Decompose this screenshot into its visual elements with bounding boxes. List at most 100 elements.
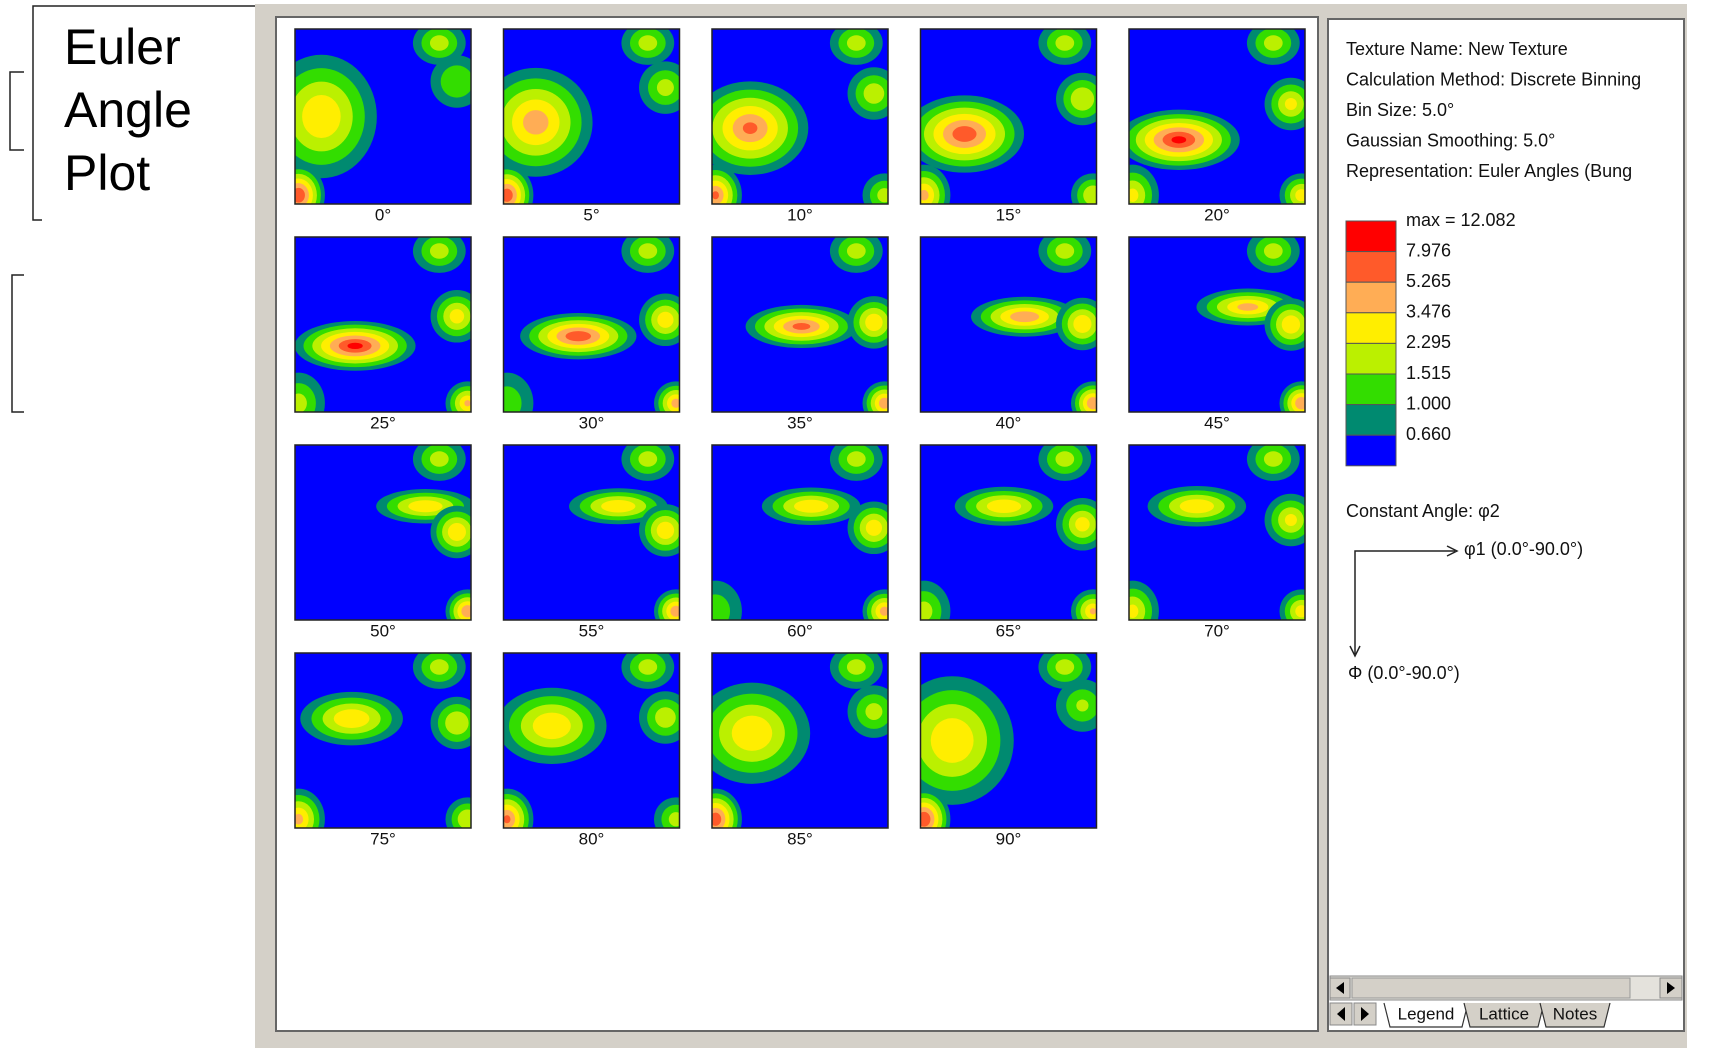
- plot-label: 5°: [583, 205, 599, 224]
- x-axis-label: φ1 (0.0°-90.0°): [1464, 539, 1583, 559]
- tab[interactable]: [1383, 1002, 1469, 1028]
- pole-figure: 30°: [502, 236, 681, 432]
- contour: [792, 323, 811, 330]
- pole-figure: 60°: [711, 444, 889, 640]
- legend-label: 0.660: [1406, 424, 1451, 444]
- frame: [294, 236, 472, 413]
- legend-label: max = 12.082: [1406, 210, 1516, 230]
- contour: [794, 499, 829, 513]
- plot-label: 60°: [787, 621, 813, 640]
- contour: [930, 718, 974, 763]
- contours: [503, 445, 680, 620]
- contour: [846, 35, 866, 51]
- frame: [502, 444, 681, 621]
- contour: [565, 331, 592, 342]
- contour: [952, 126, 977, 142]
- contour: [503, 815, 511, 824]
- contours: [1129, 237, 1305, 412]
- y-axis-label: Φ (0.0°-90.0°): [1348, 663, 1460, 683]
- pole-figure: 70°: [1128, 444, 1306, 640]
- contour: [1129, 604, 1139, 618]
- contour: [656, 79, 674, 97]
- contour: [1055, 35, 1075, 51]
- contour: [638, 451, 658, 467]
- contour: [1070, 87, 1095, 111]
- frame: [294, 652, 472, 829]
- contour: [601, 499, 636, 513]
- contour: [333, 709, 370, 728]
- axis-arrows: [1349, 545, 1459, 658]
- contour: [1129, 188, 1139, 202]
- legend-swatch: [1345, 434, 1397, 467]
- frame: [711, 652, 889, 829]
- contour: [1171, 136, 1187, 144]
- tab-label[interactable]: Legend: [1398, 1004, 1455, 1023]
- contour: [1055, 451, 1075, 467]
- contour: [878, 397, 888, 409]
- frame: [502, 28, 681, 205]
- plot-grid: 0° 5° 10° 15° 20° 25° 30° 35° 40° 45° 50° 55° 60° 65°…: [294, 28, 1306, 848]
- arrow-icon: [1361, 1007, 1369, 1021]
- pole-figure: 55°: [502, 444, 681, 640]
- frame: [1128, 444, 1306, 621]
- contour: [865, 703, 883, 721]
- contour: [1073, 314, 1092, 333]
- frame: [294, 28, 472, 205]
- contour: [656, 521, 675, 540]
- contour: [408, 500, 443, 513]
- contour: [712, 191, 719, 200]
- contour: [638, 243, 658, 259]
- pole-figure: 0°: [294, 28, 472, 224]
- plot-label: 15°: [996, 205, 1022, 224]
- contours: [1129, 29, 1305, 204]
- scroll-thumb[interactable]: [1351, 977, 1631, 999]
- frame: [502, 652, 681, 829]
- contours: [920, 29, 1097, 204]
- plot-label: 45°: [1204, 413, 1230, 432]
- contour: [1086, 397, 1097, 410]
- legend-swatch: [1345, 312, 1397, 344]
- tab-label[interactable]: Notes: [1553, 1004, 1597, 1023]
- plot-label: 75°: [370, 829, 396, 848]
- contour: [712, 812, 722, 826]
- frame: [919, 28, 1098, 205]
- contours: [295, 237, 471, 412]
- frame: [1128, 236, 1306, 413]
- contours: [920, 237, 1097, 412]
- tab[interactable]: [1463, 1002, 1545, 1028]
- contour: [295, 393, 307, 412]
- frame: [1128, 28, 1306, 205]
- frame: [919, 236, 1098, 413]
- contour: [1083, 185, 1097, 204]
- contour: [464, 400, 471, 407]
- contour: [1076, 699, 1089, 712]
- contour: [1263, 451, 1283, 467]
- pole-figure: 25°: [294, 236, 472, 432]
- tabs: Legend Lattice Notes: [1383, 1002, 1611, 1028]
- legend-swatch: [1345, 342, 1397, 375]
- contour: [638, 35, 658, 51]
- contour: [846, 243, 866, 259]
- pole-figure: 80°: [502, 652, 681, 848]
- contour: [986, 499, 1022, 514]
- legend-label: 5.265: [1406, 271, 1451, 291]
- tab-label[interactable]: Lattice: [1479, 1004, 1529, 1023]
- legend-label: 7.976: [1406, 240, 1451, 260]
- legend-swatch: [1345, 251, 1397, 283]
- contour: [295, 813, 304, 825]
- contour: [347, 342, 363, 350]
- contour: [1281, 315, 1301, 334]
- contour: [638, 659, 658, 675]
- arrow-icon: [1337, 1007, 1345, 1021]
- frame: [711, 28, 889, 205]
- plot-label: 30°: [579, 413, 605, 432]
- plot-label: 70°: [1204, 621, 1230, 640]
- plot-label: 25°: [370, 413, 396, 432]
- legend-panel: [1327, 18, 1685, 1032]
- contour: [1089, 608, 1097, 615]
- contour: [503, 188, 513, 202]
- tab[interactable]: [1539, 1002, 1611, 1028]
- legend-swatch: [1345, 281, 1397, 314]
- legend-label: 1.515: [1406, 363, 1451, 383]
